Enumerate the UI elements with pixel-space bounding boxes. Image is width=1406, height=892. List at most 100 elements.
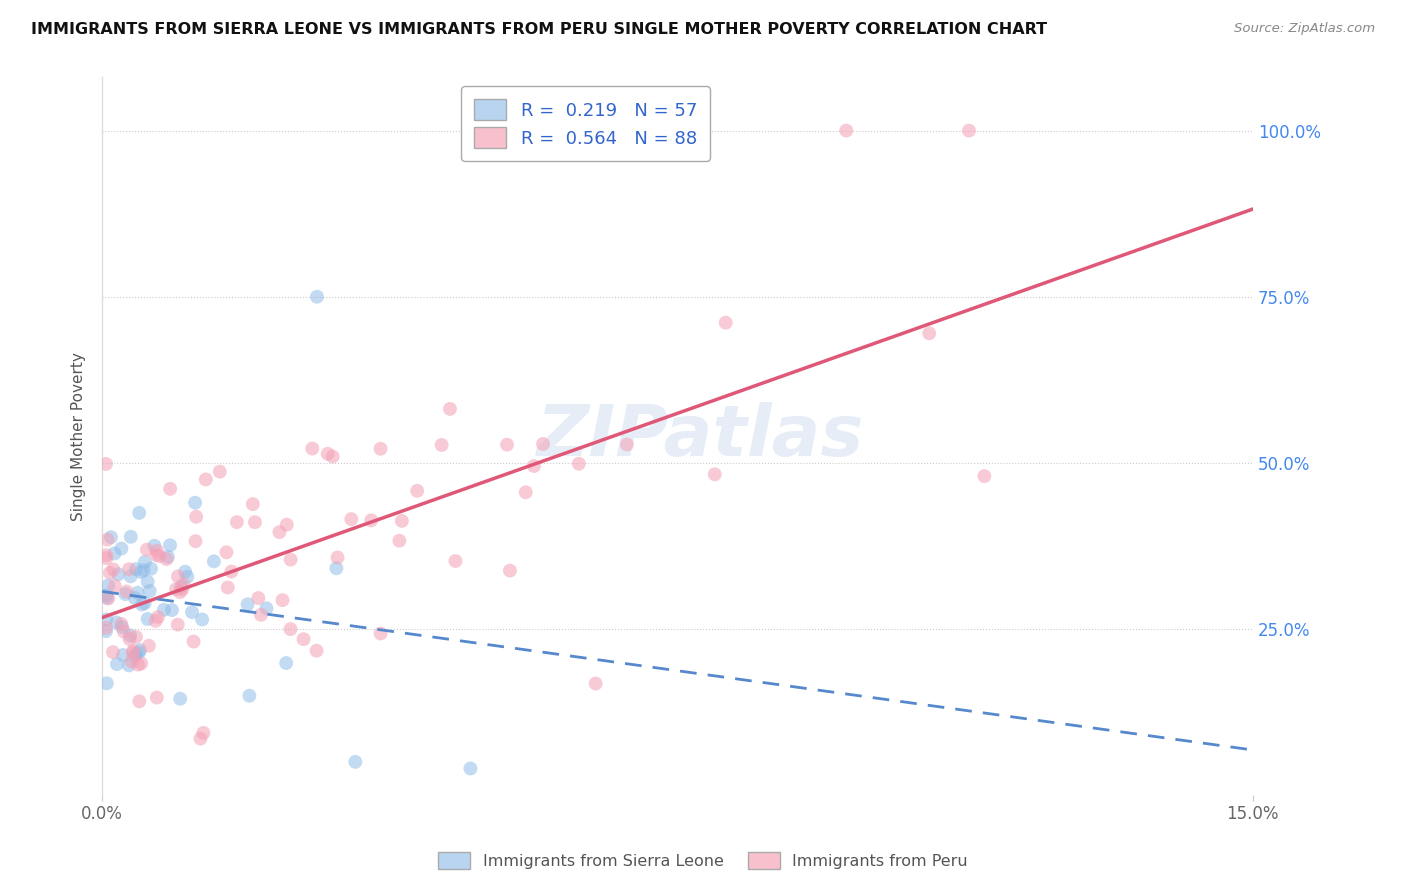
Point [156, 549, 179, 564]
Point [132, 563, 155, 577]
Point [439, 401, 461, 416]
Point [98, 566, 121, 580]
Point [105, 615, 128, 630]
Point [120, 629, 142, 643]
Point [340, 512, 363, 526]
Legend: R =  0.219   N = 57, R =  0.564   N = 88: R = 0.219 N = 57, R = 0.564 N = 88 [461, 87, 710, 161]
Point [186, 509, 208, 524]
Point [280, 622, 302, 636]
Point [585, 676, 607, 690]
Point [114, 587, 136, 601]
Point [129, 657, 152, 671]
Point [360, 513, 382, 527]
Point [94, 624, 117, 639]
Point [127, 586, 149, 600]
Point [128, 506, 150, 520]
Point [194, 472, 217, 486]
Point [172, 582, 194, 597]
Point [208, 465, 231, 479]
Point [176, 570, 198, 584]
Point [957, 123, 980, 137]
Point [166, 617, 188, 632]
Point [217, 581, 239, 595]
Point [153, 603, 176, 617]
Point [159, 538, 181, 552]
Point [124, 649, 146, 664]
Point [125, 630, 148, 644]
Point [276, 517, 298, 532]
Point [111, 620, 134, 634]
Point [125, 562, 148, 576]
Point [136, 612, 159, 626]
Point [118, 562, 141, 576]
Point [105, 657, 128, 672]
Point [124, 591, 146, 606]
Point [835, 123, 858, 137]
Point [531, 437, 554, 451]
Point [173, 577, 195, 591]
Point [973, 469, 995, 483]
Point [96, 533, 118, 547]
Point [112, 624, 135, 639]
Point [269, 525, 291, 540]
Text: ZIPatlas: ZIPatlas [537, 401, 865, 471]
Point [322, 450, 344, 464]
Point [146, 690, 169, 705]
Point [131, 598, 153, 612]
Point [128, 694, 150, 708]
Text: Source: ZipAtlas.com: Source: ZipAtlas.com [1234, 22, 1375, 36]
Point [496, 438, 519, 452]
Point [169, 691, 191, 706]
Point [247, 591, 270, 605]
Point [118, 658, 141, 673]
Point [128, 645, 150, 659]
Point [181, 605, 204, 619]
Point [221, 565, 243, 579]
Point [146, 610, 169, 624]
Point [138, 639, 160, 653]
Point [305, 644, 328, 658]
Point [193, 726, 215, 740]
Point [184, 496, 207, 510]
Point [121, 654, 143, 668]
Point [344, 755, 367, 769]
Point [97, 578, 120, 592]
Point [280, 552, 302, 566]
Point [406, 483, 429, 498]
Point [120, 530, 142, 544]
Point [145, 614, 167, 628]
Point [170, 580, 193, 594]
Point [256, 601, 278, 615]
Point [110, 616, 132, 631]
Point [523, 458, 546, 473]
Point [148, 549, 170, 563]
Point [301, 442, 323, 456]
Point [96, 591, 118, 605]
Point [703, 467, 725, 482]
Point [134, 555, 156, 569]
Point [129, 565, 152, 579]
Point [515, 485, 537, 500]
Point [225, 515, 247, 529]
Point [370, 442, 392, 456]
Point [100, 530, 122, 544]
Point [138, 584, 160, 599]
Point [134, 596, 156, 610]
Point [110, 541, 132, 556]
Point [125, 647, 148, 661]
Point [146, 543, 169, 558]
Point [391, 514, 413, 528]
Text: IMMIGRANTS FROM SIERRA LEONE VS IMMIGRANTS FROM PERU SINGLE MOTHER POVERTY CORRE: IMMIGRANTS FROM SIERRA LEONE VS IMMIGRAN… [31, 22, 1047, 37]
Point [918, 326, 941, 341]
Point [190, 731, 212, 746]
Point [616, 437, 638, 451]
Point [305, 290, 328, 304]
Point [388, 533, 411, 548]
Point [121, 645, 143, 659]
Point [115, 584, 138, 599]
Point [107, 567, 129, 582]
Point [118, 632, 141, 647]
Point [568, 457, 591, 471]
Point [96, 551, 118, 566]
Point [499, 564, 522, 578]
